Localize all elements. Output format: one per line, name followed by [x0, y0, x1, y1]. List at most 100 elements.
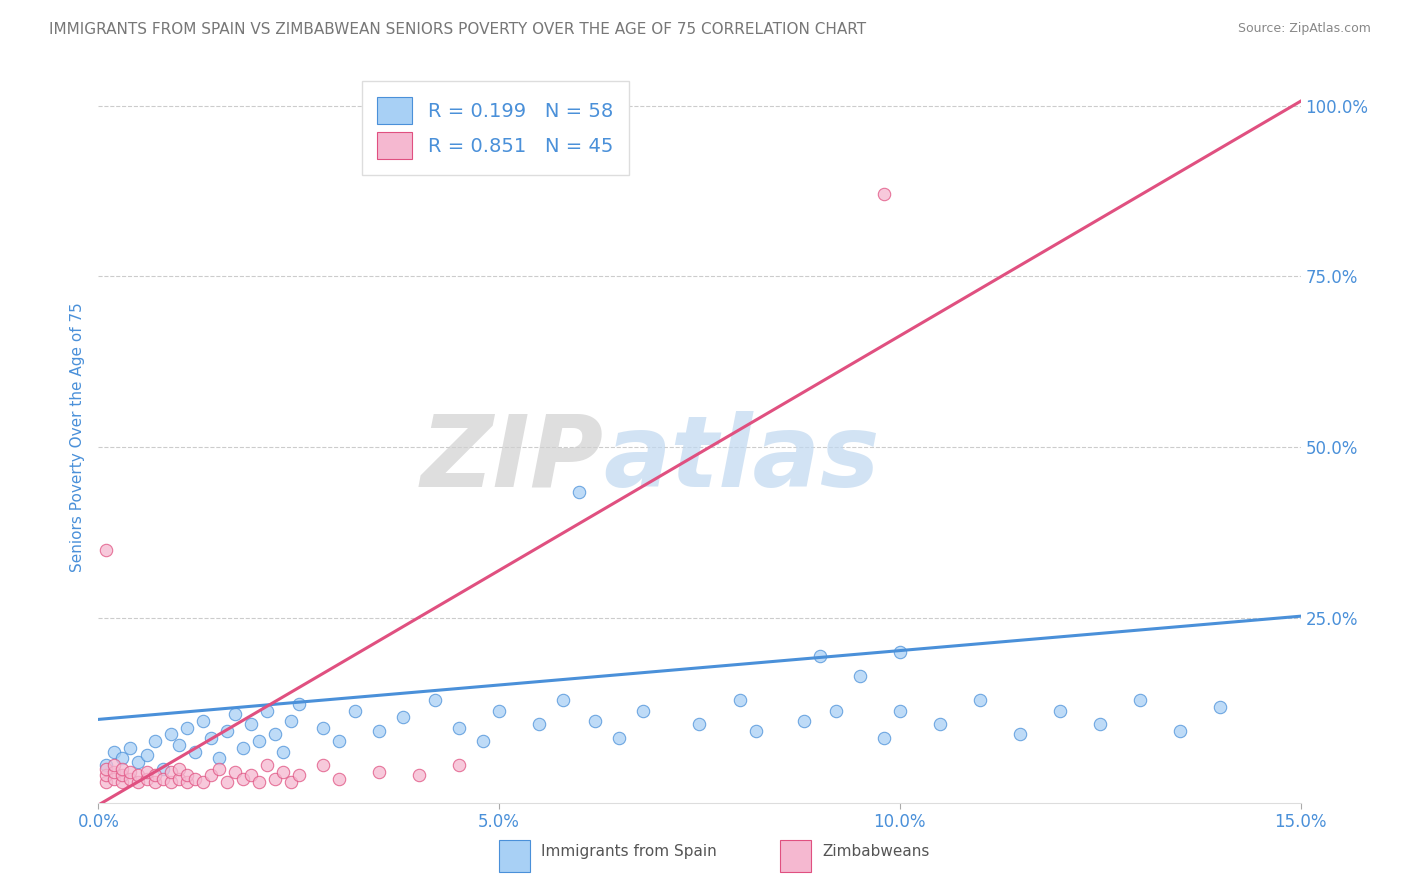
Point	[200, 731, 222, 745]
Point	[103, 772, 125, 786]
Point	[392, 710, 415, 724]
Point	[111, 762, 134, 776]
Point	[167, 762, 190, 776]
Point	[96, 768, 118, 782]
Point	[247, 775, 270, 789]
Text: ZIP: ZIP	[420, 410, 603, 508]
Point	[208, 751, 231, 765]
Point	[183, 745, 205, 759]
Text: Source: ZipAtlas.com: Source: ZipAtlas.com	[1237, 22, 1371, 36]
Point	[312, 721, 335, 735]
Point	[191, 714, 214, 728]
Point	[408, 768, 430, 782]
Point	[553, 693, 575, 707]
Point	[929, 717, 952, 731]
Point	[328, 772, 350, 786]
Point	[1129, 693, 1152, 707]
Point	[224, 765, 246, 780]
Point	[232, 741, 254, 756]
Point	[120, 741, 142, 756]
Point	[728, 693, 751, 707]
Point	[568, 484, 591, 499]
Point	[1010, 727, 1032, 741]
Y-axis label: Seniors Poverty Over the Age of 75: Seniors Poverty Over the Age of 75	[69, 302, 84, 572]
Point	[152, 762, 174, 776]
Legend: R = 0.199   N = 58, R = 0.851   N = 45: R = 0.199 N = 58, R = 0.851 N = 45	[361, 81, 628, 175]
Point	[215, 775, 238, 789]
Point	[215, 724, 238, 739]
Point	[224, 706, 246, 721]
FancyBboxPatch shape	[499, 840, 530, 872]
Point	[849, 669, 872, 683]
Point	[689, 717, 711, 731]
Point	[1170, 724, 1192, 739]
Point	[488, 704, 510, 718]
Point	[208, 762, 231, 776]
Point	[263, 772, 285, 786]
FancyBboxPatch shape	[780, 840, 811, 872]
Point	[472, 734, 495, 748]
Point	[143, 775, 166, 789]
Point	[96, 542, 118, 557]
Point	[200, 768, 222, 782]
Point	[1209, 700, 1232, 714]
Point	[176, 768, 198, 782]
Point	[103, 745, 125, 759]
Point	[191, 775, 214, 789]
Point	[256, 704, 278, 718]
Point	[808, 648, 831, 663]
Text: Zimbabweans: Zimbabweans	[823, 845, 929, 859]
Point	[256, 758, 278, 772]
Point	[159, 775, 181, 789]
Point	[176, 721, 198, 735]
Point	[96, 758, 118, 772]
Point	[529, 717, 551, 731]
Point	[368, 724, 391, 739]
Point	[1088, 717, 1111, 731]
Point	[633, 704, 655, 718]
Point	[873, 187, 896, 202]
Point	[263, 727, 285, 741]
Point	[583, 714, 606, 728]
Point	[128, 768, 150, 782]
Point	[183, 772, 205, 786]
Text: IMMIGRANTS FROM SPAIN VS ZIMBABWEAN SENIORS POVERTY OVER THE AGE OF 75 CORRELATI: IMMIGRANTS FROM SPAIN VS ZIMBABWEAN SENI…	[49, 22, 866, 37]
Text: Immigrants from Spain: Immigrants from Spain	[541, 845, 717, 859]
Point	[96, 762, 118, 776]
Point	[111, 751, 134, 765]
Point	[143, 768, 166, 782]
Point	[889, 645, 911, 659]
Point	[1049, 704, 1071, 718]
Point	[176, 775, 198, 789]
Point	[239, 768, 262, 782]
Text: atlas: atlas	[603, 410, 880, 508]
Point	[969, 693, 991, 707]
Point	[128, 775, 150, 789]
Point	[120, 772, 142, 786]
Point	[447, 758, 470, 772]
Point	[873, 731, 896, 745]
Point	[280, 714, 302, 728]
Point	[128, 755, 150, 769]
Point	[423, 693, 446, 707]
Point	[889, 704, 911, 718]
Point	[96, 775, 118, 789]
Point	[328, 734, 350, 748]
Point	[135, 747, 157, 762]
Point	[793, 714, 815, 728]
Point	[824, 704, 846, 718]
Point	[239, 717, 262, 731]
Point	[368, 765, 391, 780]
Point	[288, 697, 311, 711]
Point	[271, 765, 294, 780]
Point	[232, 772, 254, 786]
Point	[159, 765, 181, 780]
Point	[111, 775, 134, 789]
Point	[135, 772, 157, 786]
Point	[103, 765, 125, 780]
Point	[152, 772, 174, 786]
Point	[159, 727, 181, 741]
Point	[609, 731, 631, 745]
Point	[111, 768, 134, 782]
Point	[343, 704, 366, 718]
